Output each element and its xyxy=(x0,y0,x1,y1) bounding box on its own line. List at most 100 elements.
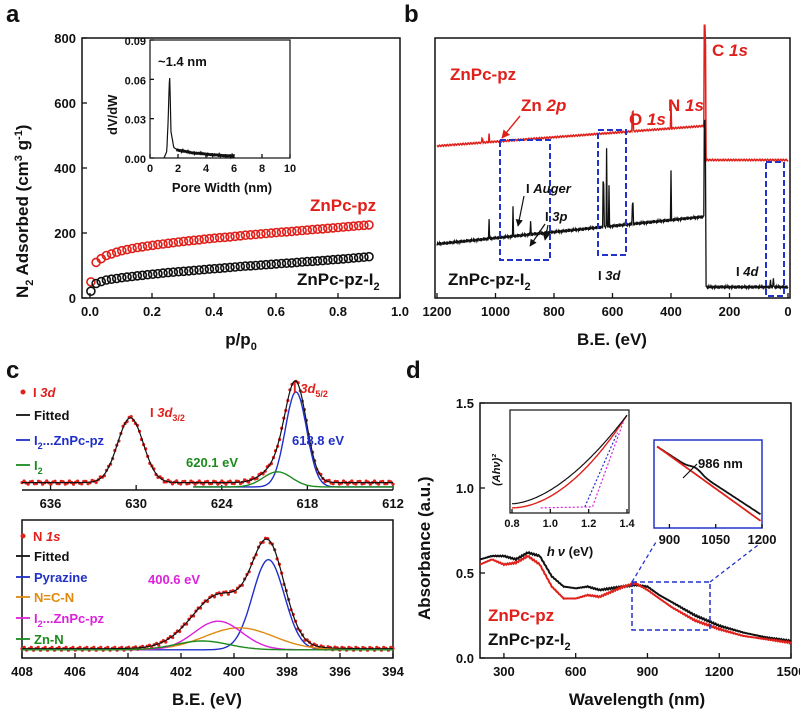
a-x-tick-label-2: 0.4 xyxy=(205,304,224,319)
c-bot-x-tick-label-6: 396 xyxy=(329,664,351,679)
point-znpc-pz-i2 xyxy=(204,264,215,274)
point-znpc-pz-i2 xyxy=(235,261,246,272)
legend-n1s: N 1s xyxy=(33,529,60,544)
d-y-tick-label-1: 0.5 xyxy=(456,566,474,581)
peak-i-auger: I Auger xyxy=(526,181,572,196)
arrow-i3p-2 xyxy=(542,224,550,241)
point-znpc-pz-i2 xyxy=(333,254,343,265)
c-bot-x-tick-label-0: 408 xyxy=(11,664,33,679)
point-znpc-pz-i2 xyxy=(302,256,313,267)
inset-annotation-a: ~1.4 nm xyxy=(158,54,207,69)
panel-c: c B.E. (eV) 636 630 624 618 612 408 406 404 402 4… xyxy=(6,357,405,709)
arrow-i3p-1 xyxy=(529,223,546,247)
d-in2-x-tick-label-2: 1200 xyxy=(748,532,777,547)
point-znpc-pz-i2 xyxy=(307,256,318,267)
d-y-tick-label-2: 1.0 xyxy=(456,481,474,496)
point-znpc-pz-i2 xyxy=(317,255,328,266)
b-x-tick-label-1: 1000 xyxy=(481,304,510,319)
data-point-i3d xyxy=(197,479,201,483)
data-point-i3d xyxy=(372,479,377,483)
b-x-tick-label-0: 1200 xyxy=(423,304,452,319)
c-top-x-tick-label-1: 630 xyxy=(125,496,147,511)
point-znpc-pz xyxy=(286,226,297,237)
inset-y-label-tauc: (Ahν)² xyxy=(491,454,503,486)
point-znpc-pz xyxy=(297,225,307,236)
point-znpc-pz xyxy=(111,247,122,257)
a-inset-y-tick-label-2: 0.06 xyxy=(125,75,146,87)
d-x-tick-label-2: 900 xyxy=(637,664,659,679)
point-znpc-pz-i2 xyxy=(245,260,256,271)
point-znpc-pz xyxy=(142,241,153,251)
c-top-x-tick-label-3: 618 xyxy=(297,496,319,511)
box-i4d xyxy=(765,161,785,297)
a-x-tick-label-1: 0.2 xyxy=(143,304,161,319)
d-in1-x-tick-label-2: 1.2 xyxy=(581,518,596,530)
data-point-n1s xyxy=(219,593,223,597)
point-znpc-pz-i2 xyxy=(250,260,261,271)
y-axis-label-a: N2 Adsorbed (cm3 g-1) xyxy=(13,125,36,298)
a-y-tick-label-0: 0 xyxy=(69,291,76,306)
point-znpc-pz xyxy=(137,242,148,252)
inset-y-label-a: dV/dW xyxy=(105,94,120,135)
point-znpc-pz-i2 xyxy=(86,286,96,297)
point-znpc-pz xyxy=(122,244,132,255)
point-znpc-pz xyxy=(307,224,318,235)
d-y-tick-label-3: 1.5 xyxy=(456,396,474,411)
inset-frame-a xyxy=(149,39,291,159)
c-bot-x-tick-label-7: 394 xyxy=(382,664,404,679)
peak-i3d: I 3d xyxy=(598,268,621,283)
point-znpc-pz-i2 xyxy=(353,252,364,263)
data-point-i3d xyxy=(45,479,49,483)
tauc-curve-red xyxy=(511,414,628,509)
point-znpc-pz-i2 xyxy=(292,257,302,268)
tauc-curve-black xyxy=(512,414,628,505)
point-znpc-pz-i2 xyxy=(328,254,338,265)
d-x-tick-label-3: 1200 xyxy=(705,664,734,679)
y-axis-label-d: Absorbance (a.u.) xyxy=(415,476,434,620)
point-znpc-pz-i2 xyxy=(189,265,199,276)
a-inset-x-tick-label-5: 10 xyxy=(284,163,296,175)
point-znpc-pz-i2 xyxy=(359,252,369,263)
a-x-tick-label-4: 0.8 xyxy=(329,304,347,319)
data-point-i3d xyxy=(71,482,76,486)
a-y-tick-label-3: 600 xyxy=(54,96,76,111)
data-point-i3d xyxy=(76,479,80,483)
d-in1-x-tick-label-0: 0.8 xyxy=(504,518,519,530)
point-znpc-pz-i2 xyxy=(178,266,189,277)
a-y-tick-label-4: 800 xyxy=(54,31,76,46)
point-znpc-pz xyxy=(127,243,137,254)
a-y-tick-label-1: 200 xyxy=(54,226,76,241)
point-znpc-pz xyxy=(86,277,96,287)
point-znpc-pz xyxy=(333,222,343,233)
point-znpc-pz-i2 xyxy=(322,255,333,266)
plot-frame-d xyxy=(479,402,792,659)
b-x-tick-label-3: 600 xyxy=(602,304,624,319)
a-inset-x-tick-label-3: 6 xyxy=(231,163,237,175)
data-point-i3d xyxy=(350,479,354,483)
point-znpc-pz xyxy=(240,230,251,240)
label-znpc-pz-i2-b: ZnPc-pz-I2 xyxy=(448,270,531,293)
point-znpc-pz xyxy=(359,220,369,231)
point-znpc-pz-i2 xyxy=(111,273,122,284)
peak-o1s: O 1s xyxy=(629,110,666,129)
absorbance-znpc-pz-i2 xyxy=(479,550,792,643)
c-bot-x-tick-label-5: 398 xyxy=(276,664,298,679)
point-znpc-pz xyxy=(271,227,282,238)
x-axis-label-a: p/p0 xyxy=(225,330,257,353)
box-i3d xyxy=(597,129,627,256)
point-znpc-pz-i2 xyxy=(173,266,184,277)
point-znpc-pz-i2 xyxy=(271,259,282,269)
point-znpc-pz-i2 xyxy=(220,262,230,273)
data-point-i3d xyxy=(22,479,26,483)
point-znpc-pz xyxy=(204,233,215,244)
label-znpc-pz-b: ZnPc-pz xyxy=(450,65,516,84)
legend-i3d: I 3d xyxy=(33,385,56,400)
point-znpc-pz xyxy=(250,229,261,240)
c-bot-x-tick-label-4: 400 xyxy=(223,664,245,679)
point-znpc-pz-i2 xyxy=(137,270,148,281)
c-top-x-tick-label-2: 624 xyxy=(211,496,233,511)
nir-curve-red xyxy=(656,445,762,522)
component-i2 xyxy=(193,471,393,488)
